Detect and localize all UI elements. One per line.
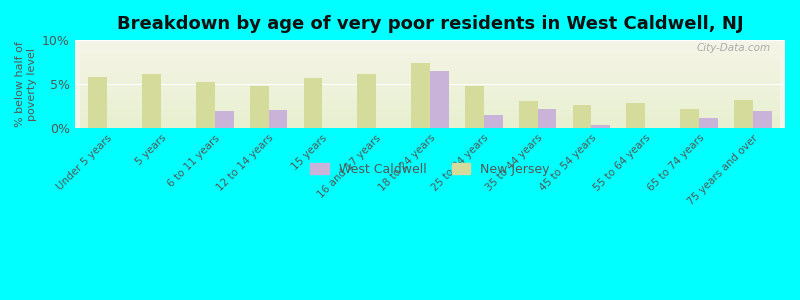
Bar	[250, 86, 269, 128]
Bar	[142, 74, 161, 128]
Bar	[753, 111, 771, 128]
Bar	[680, 109, 699, 128]
Bar	[196, 82, 214, 128]
Bar	[484, 115, 502, 128]
Bar	[465, 86, 484, 128]
Bar	[518, 101, 538, 128]
Bar	[358, 74, 376, 128]
Bar	[88, 77, 107, 128]
Bar	[214, 111, 234, 128]
Title: Breakdown by age of very poor residents in West Caldwell, NJ: Breakdown by age of very poor residents …	[117, 15, 743, 33]
Bar	[269, 110, 287, 128]
Bar	[591, 124, 610, 128]
Bar	[626, 103, 645, 128]
Bar	[699, 118, 718, 128]
Bar	[303, 78, 322, 128]
Text: City-Data.com: City-Data.com	[697, 43, 770, 53]
Bar	[411, 63, 430, 128]
Y-axis label: % below half of
poverty level: % below half of poverty level	[15, 41, 37, 127]
Bar	[538, 109, 556, 128]
Bar	[573, 105, 591, 128]
Legend: West Caldwell, New Jersey: West Caldwell, New Jersey	[304, 156, 556, 182]
Bar	[734, 100, 753, 128]
Bar	[430, 71, 449, 128]
